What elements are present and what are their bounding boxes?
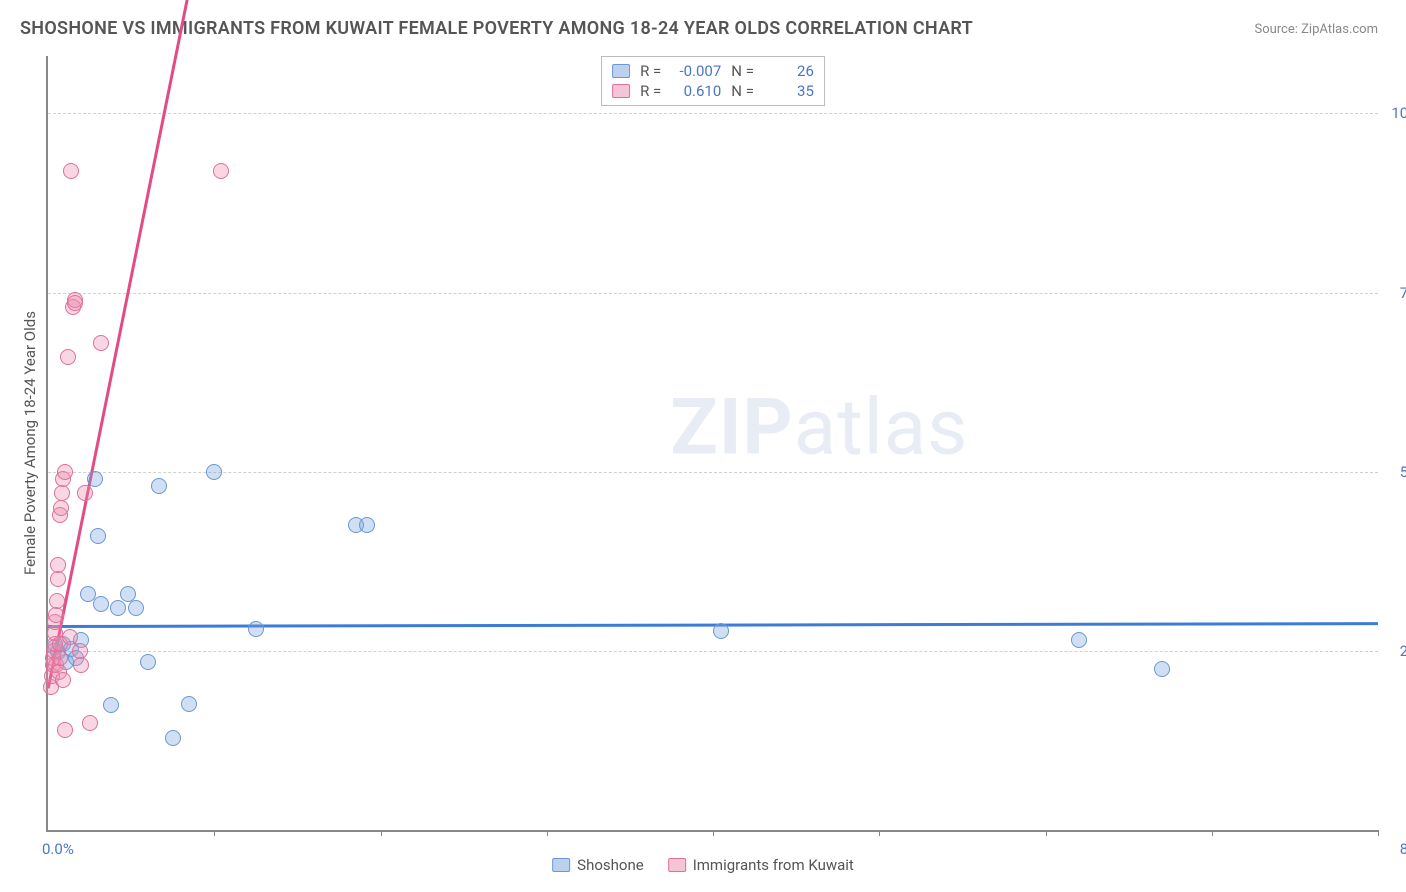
data-point-kuwait xyxy=(52,650,68,666)
data-point-kuwait xyxy=(77,485,93,501)
x-tick-mark xyxy=(547,830,548,836)
x-tick-mark xyxy=(1212,830,1213,836)
data-point-shoshone xyxy=(206,464,222,480)
x-tick-mark xyxy=(381,830,382,836)
data-point-shoshone xyxy=(713,623,729,639)
data-point-kuwait xyxy=(67,295,83,311)
data-point-kuwait xyxy=(49,593,65,609)
data-point-shoshone xyxy=(128,600,144,616)
series-legend: Shoshone Immigrants from Kuwait xyxy=(552,856,854,874)
gridline-h xyxy=(48,651,1378,652)
swatch-kuwait xyxy=(668,858,686,872)
data-point-kuwait xyxy=(73,657,89,673)
y-tick-label: 50.0% xyxy=(1384,463,1406,481)
chart-title: SHOSHONE VS IMMIGRANTS FROM KUWAIT FEMAL… xyxy=(20,18,973,39)
data-point-shoshone xyxy=(165,730,181,746)
data-point-shoshone xyxy=(248,621,264,637)
correlation-legend: R = -0.007 N = 26 R = 0.610 N = 35 xyxy=(601,56,825,106)
x-tick-mark xyxy=(1046,830,1047,836)
x-tick-mark xyxy=(879,830,880,836)
data-point-kuwait xyxy=(60,349,76,365)
legend-row-shoshone: R = -0.007 N = 26 xyxy=(612,61,814,81)
data-point-shoshone xyxy=(93,596,109,612)
data-point-shoshone xyxy=(1071,632,1087,648)
data-point-kuwait xyxy=(50,557,66,573)
legend-item-shoshone: Shoshone xyxy=(552,856,644,874)
data-point-kuwait xyxy=(55,672,71,688)
y-tick-label: 75.0% xyxy=(1384,284,1406,302)
legend-item-kuwait: Immigrants from Kuwait xyxy=(668,856,854,874)
data-point-shoshone xyxy=(1154,661,1170,677)
data-point-shoshone xyxy=(151,478,167,494)
data-point-shoshone xyxy=(359,517,375,533)
data-point-kuwait xyxy=(48,607,64,623)
x-tick-mark xyxy=(713,830,714,836)
swatch-kuwait xyxy=(612,84,630,98)
data-point-kuwait xyxy=(54,485,70,501)
data-point-shoshone xyxy=(103,697,119,713)
gridline-h xyxy=(48,113,1378,114)
swatch-shoshone xyxy=(612,64,630,78)
gridline-h xyxy=(48,472,1378,473)
scatter-plot: Female Poverty Among 18-24 Year Olds ZIP… xyxy=(46,56,1378,832)
data-point-kuwait xyxy=(82,715,98,731)
data-point-kuwait xyxy=(213,163,229,179)
data-point-kuwait xyxy=(93,335,109,351)
data-point-kuwait xyxy=(57,722,73,738)
data-point-kuwait xyxy=(62,629,78,645)
swatch-shoshone xyxy=(552,858,570,872)
gridline-h xyxy=(48,293,1378,294)
legend-row-kuwait: R = 0.610 N = 35 xyxy=(612,81,814,101)
y-tick-label: 100.0% xyxy=(1384,104,1406,122)
data-point-shoshone xyxy=(140,654,156,670)
watermark: ZIPatlas xyxy=(670,382,968,473)
data-point-kuwait xyxy=(57,464,73,480)
x-tick-label: 0.0% xyxy=(42,840,74,858)
data-point-kuwait xyxy=(53,500,69,516)
x-tick-mark xyxy=(1378,830,1379,836)
x-tick-label: 80.0% xyxy=(1384,840,1406,858)
data-point-shoshone xyxy=(110,600,126,616)
x-tick-mark xyxy=(214,830,215,836)
y-tick-label: 25.0% xyxy=(1384,642,1406,660)
data-point-kuwait xyxy=(63,163,79,179)
data-point-kuwait xyxy=(50,571,66,587)
data-point-shoshone xyxy=(181,696,197,712)
data-point-shoshone xyxy=(87,471,103,487)
source-label: Source: ZipAtlas.com xyxy=(1254,22,1378,37)
y-axis-label: Female Poverty Among 18-24 Year Olds xyxy=(21,311,39,575)
data-point-shoshone xyxy=(90,528,106,544)
